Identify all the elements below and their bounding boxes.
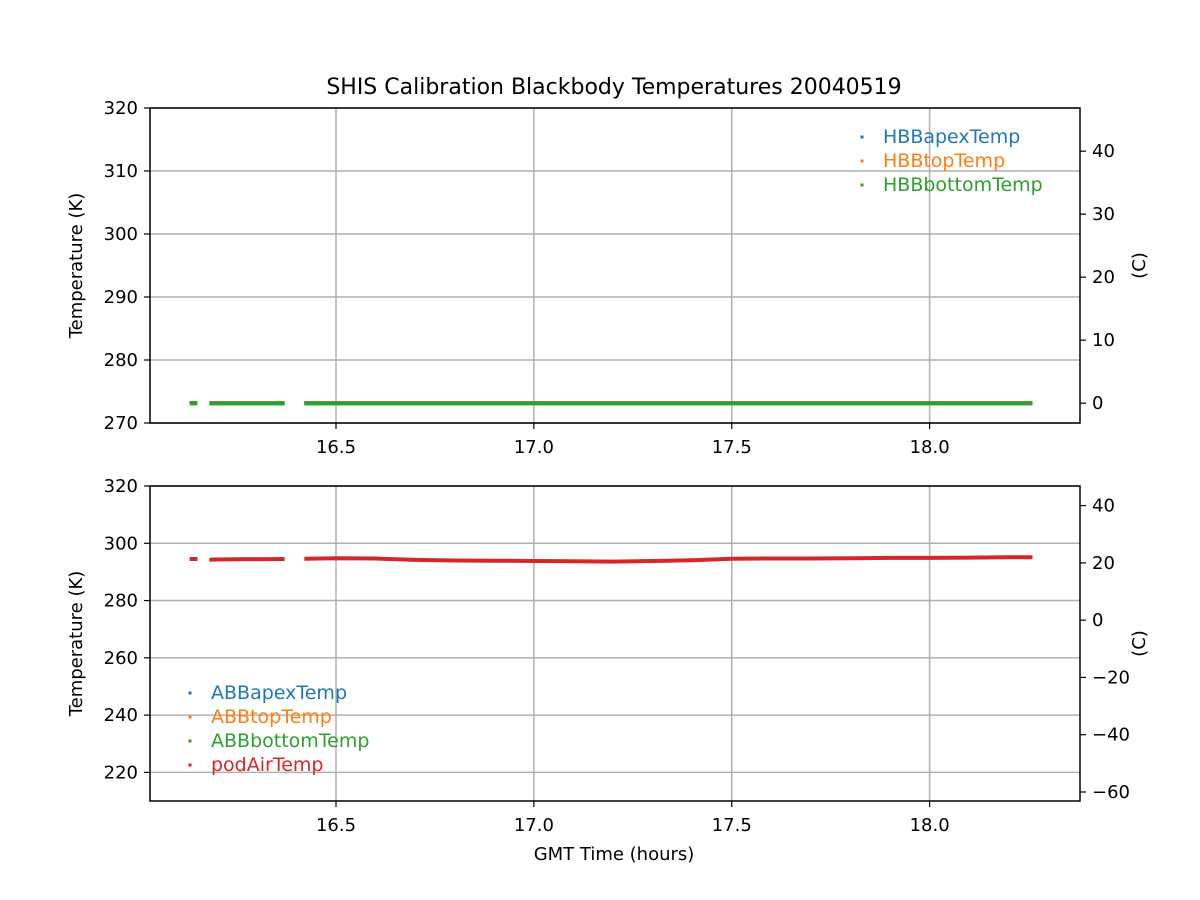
y-tick-label: 220 — [104, 762, 138, 783]
x-tick-label: 18.0 — [910, 815, 950, 836]
y2-tick-label: 40 — [1092, 141, 1115, 162]
legend-marker-HBBtopTemp — [860, 159, 864, 163]
y2-tick-label: −40 — [1092, 725, 1130, 746]
y-tick-label: 280 — [104, 350, 138, 371]
y-tick-label: 280 — [104, 591, 138, 612]
y2-tick-label: 20 — [1092, 553, 1115, 574]
y2-axis-label: (C) — [1129, 630, 1150, 657]
axes-frame — [149, 485, 1081, 802]
legend-label-podAirTemp: podAirTemp — [211, 754, 323, 776]
legend-label-HBBtopTemp: HBBtopTemp — [883, 150, 1005, 172]
legend-marker-HBBapexTemp — [860, 135, 864, 139]
y-tick-label: 270 — [104, 413, 138, 434]
y2-tick-label: −60 — [1092, 782, 1130, 803]
x-tick-label: 17.0 — [514, 437, 554, 458]
y-tick-label: 290 — [104, 287, 138, 308]
legend-label-HBBapexTemp: HBBapexTemp — [883, 126, 1020, 148]
y-axis-label: Temperature (K) — [66, 571, 87, 718]
legend-marker-podAirTemp — [188, 763, 192, 767]
series-podAirTemp — [304, 555, 1033, 564]
legend-label-ABBtopTemp: ABBtopTemp — [211, 706, 332, 728]
y-tick-label: 260 — [104, 648, 138, 669]
y2-tick-label: 0 — [1092, 393, 1103, 414]
legend-label-HBBbottomTemp: HBBbottomTemp — [883, 174, 1043, 196]
legend-label-ABBapexTemp: ABBapexTemp — [211, 682, 347, 704]
y-tick-label: 320 — [104, 476, 138, 497]
y2-axis-label: (C) — [1129, 252, 1150, 279]
series-podAirTemp — [209, 557, 285, 562]
y-tick-label: 300 — [104, 224, 138, 245]
legend-marker-ABBtopTemp — [188, 715, 192, 719]
y2-tick-label: 10 — [1092, 330, 1115, 351]
legend-marker-HBBbottomTemp — [860, 183, 864, 187]
y-tick-label: 320 — [104, 98, 138, 119]
x-axis-label: GMT Time (hours) — [534, 844, 695, 865]
y-tick-label: 240 — [104, 705, 138, 726]
axes-frame — [149, 107, 1081, 424]
y2-tick-label: 40 — [1092, 496, 1115, 517]
x-tick-label: 17.5 — [712, 437, 752, 458]
x-tick-label: 18.0 — [910, 437, 950, 458]
y2-tick-label: 30 — [1092, 204, 1115, 225]
y-axis-label: Temperature (K) — [66, 193, 87, 340]
y-tick-label: 310 — [104, 161, 138, 182]
x-tick-label: 17.5 — [712, 815, 752, 836]
chart-title: SHIS Calibration Blackbody Temperatures … — [326, 75, 901, 100]
y2-tick-label: −20 — [1092, 667, 1130, 688]
y-tick-label: 300 — [104, 533, 138, 554]
lower-panel: 16.5 17.0 17.5 18.0 220 240 260 280 300 320 −60 −40… — [66, 476, 1150, 836]
x-tick-label: 16.5 — [316, 815, 356, 836]
y2-tick-label: 0 — [1092, 610, 1103, 631]
legend-label-ABBbottomTemp: ABBbottomTemp — [211, 730, 369, 752]
legend-marker-ABBbottomTemp — [188, 739, 192, 743]
upper-panel: 16.5 17.0 17.5 18.0 270 280 290 300 310 320 0 10 20 3… — [66, 98, 1150, 458]
x-tick-label: 17.0 — [514, 815, 554, 836]
x-tick-label: 16.5 — [316, 437, 356, 458]
legend-marker-ABBapexTemp — [188, 691, 192, 695]
y2-tick-label: 20 — [1092, 267, 1115, 288]
